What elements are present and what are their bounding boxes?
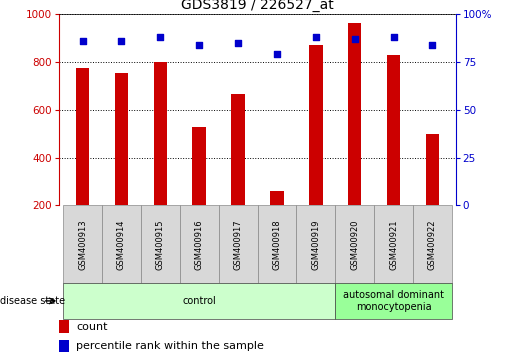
Bar [115, 73, 128, 253]
FancyBboxPatch shape [63, 205, 102, 283]
FancyBboxPatch shape [219, 205, 258, 283]
FancyBboxPatch shape [374, 205, 413, 283]
Bar [59, 320, 69, 333]
Text: GSM400916: GSM400916 [195, 219, 204, 270]
Bar [309, 45, 322, 253]
Text: GSM400921: GSM400921 [389, 219, 398, 269]
Bar [231, 94, 245, 253]
Bar [387, 55, 400, 253]
Text: GSM400919: GSM400919 [311, 219, 320, 269]
Point [312, 34, 320, 40]
FancyBboxPatch shape [335, 205, 374, 283]
Bar [76, 68, 90, 253]
FancyBboxPatch shape [413, 205, 452, 283]
Point [156, 34, 164, 40]
Text: GSM400920: GSM400920 [350, 219, 359, 269]
Text: GSM400922: GSM400922 [428, 219, 437, 269]
FancyBboxPatch shape [296, 205, 335, 283]
Point [428, 42, 437, 47]
FancyBboxPatch shape [258, 205, 296, 283]
Bar [153, 62, 167, 253]
Text: GSM400914: GSM400914 [117, 219, 126, 269]
Text: control: control [182, 296, 216, 306]
Text: count: count [76, 322, 108, 332]
Point [195, 42, 203, 47]
Bar [348, 23, 362, 253]
Point [234, 40, 242, 46]
FancyBboxPatch shape [63, 283, 335, 319]
Point [273, 51, 281, 57]
Point [78, 38, 87, 44]
FancyBboxPatch shape [141, 205, 180, 283]
FancyBboxPatch shape [335, 283, 452, 319]
Point [389, 34, 398, 40]
Point [351, 36, 359, 42]
Title: GDS3819 / 226527_at: GDS3819 / 226527_at [181, 0, 334, 12]
FancyBboxPatch shape [102, 205, 141, 283]
Bar [59, 340, 69, 352]
Text: percentile rank within the sample: percentile rank within the sample [76, 341, 264, 351]
Text: GSM400915: GSM400915 [156, 219, 165, 269]
Point [117, 38, 126, 44]
Bar [193, 127, 206, 253]
Text: autosomal dominant
monocytopenia: autosomal dominant monocytopenia [343, 290, 444, 312]
Text: GSM400913: GSM400913 [78, 219, 87, 270]
Text: GSM400918: GSM400918 [272, 219, 281, 270]
Text: disease state: disease state [0, 296, 65, 306]
Bar [270, 190, 284, 253]
Text: GSM400917: GSM400917 [234, 219, 243, 270]
FancyBboxPatch shape [180, 205, 219, 283]
Bar [425, 135, 439, 253]
